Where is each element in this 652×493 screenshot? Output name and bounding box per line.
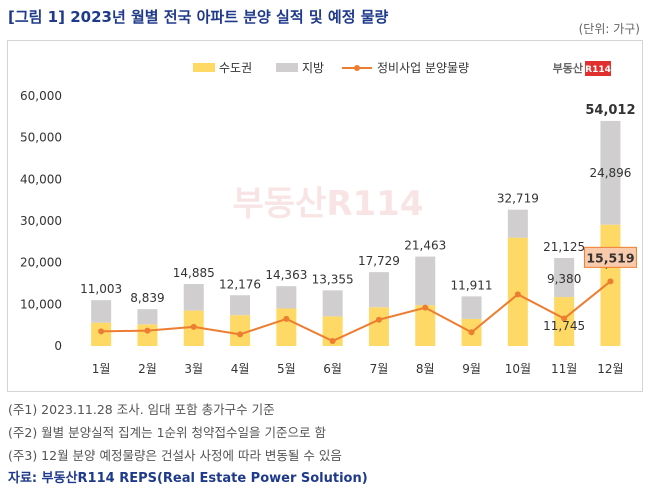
unit-label: (단위: 가구) xyxy=(578,22,640,36)
y-tick-label: 20,000 xyxy=(20,256,62,270)
bar-region xyxy=(368,272,389,308)
bar-capital xyxy=(368,307,389,346)
line-point xyxy=(190,323,197,330)
x-tick-label: 7월 xyxy=(370,362,389,376)
x-tick-label: 3월 xyxy=(184,362,203,376)
bar-region xyxy=(137,309,158,325)
bar-capital xyxy=(415,305,436,346)
legend: 수도권 지방 정비사업 분양물량 xyxy=(193,61,469,75)
x-axis-ticks: 1월 2월 3월 4월 5월 6월 7월 8월 9월 10월 11월 12월 xyxy=(92,362,624,376)
legend-swatch-marker xyxy=(354,65,360,71)
bar-region xyxy=(507,209,528,238)
total-label: 21,125 xyxy=(543,240,585,254)
logo-badge-text: R114 xyxy=(585,65,611,75)
x-tick-label: 6월 xyxy=(323,362,342,376)
line-point xyxy=(607,278,614,285)
label-dec-line: 15,519 xyxy=(586,250,634,265)
total-label: 14,885 xyxy=(173,266,215,280)
total-label: 32,719 xyxy=(497,192,539,206)
x-tick-label: 10월 xyxy=(505,362,531,376)
bar-region xyxy=(554,257,575,298)
total-label: 11,003 xyxy=(80,282,122,296)
chart-svg: 부동산R114 부동산 R114 수도권 지방 정비사업 분양물량 0 10,00… xyxy=(20,61,637,376)
label-dec-region: 24,896 xyxy=(589,166,631,180)
total-label: 8,839 xyxy=(130,291,164,305)
highlight-box xyxy=(583,246,637,268)
legend-label-line: 정비사업 분양물량 xyxy=(377,61,469,75)
x-tick-label: 11월 xyxy=(551,362,577,376)
logo-badge xyxy=(585,61,611,76)
bar-region xyxy=(461,296,482,319)
total-label: 14,363 xyxy=(265,268,307,282)
legend-label-region: 지방 xyxy=(302,61,324,75)
y-tick-label: 30,000 xyxy=(20,214,62,228)
line-point xyxy=(237,331,244,338)
label-nov-region: 9,380 xyxy=(547,272,581,286)
y-axis-ticks: 0 10,000 20,000 30,000 40,000 50,000 60,000 xyxy=(20,89,62,353)
bar-capital xyxy=(554,297,575,346)
x-tick-label: 9월 xyxy=(462,362,481,376)
watermark: 부동산R114 xyxy=(233,184,424,224)
bar-region xyxy=(230,295,251,316)
x-tick-label: 8월 xyxy=(416,362,435,376)
note-1: (주1) 2023.11.28 조사. 임대 포함 총가구수 기준 xyxy=(8,402,275,417)
line-point xyxy=(561,315,568,322)
x-tick-label: 5월 xyxy=(277,362,296,376)
y-tick-label: 0 xyxy=(54,339,62,353)
total-label: 21,463 xyxy=(404,239,446,253)
bar-region xyxy=(276,286,297,309)
line-point xyxy=(422,304,429,311)
line-point xyxy=(144,327,151,334)
bar-region xyxy=(600,120,621,225)
bar-capital xyxy=(230,315,251,346)
chart-area: 부동산R114 부동산 R114 수도권 지방 정비사업 분양물량 0 10,00… xyxy=(7,40,643,392)
bar-region xyxy=(415,256,436,306)
legend-label-capital: 수도권 xyxy=(219,61,252,75)
total-label: 12,176 xyxy=(219,277,261,291)
y-tick-label: 60,000 xyxy=(20,89,62,103)
line-point xyxy=(98,328,105,335)
bar-region xyxy=(91,300,112,323)
line-point xyxy=(514,291,521,298)
total-label: 17,729 xyxy=(358,254,400,268)
x-tick-label: 12월 xyxy=(597,362,623,376)
y-tick-label: 10,000 xyxy=(20,297,62,311)
note-2: (주2) 월별 분양실적 집계는 1순위 청약접수일을 기준으로 함 xyxy=(8,425,326,440)
label-nov-capital: 11,745 xyxy=(543,319,585,333)
note-3: (주3) 12월 분양 예정물량은 건설사 사정에 따라 변동될 수 있음 xyxy=(8,448,342,463)
legend-swatch-capital xyxy=(193,63,215,72)
watermark-text: 부동산R114 xyxy=(233,184,424,224)
source-note: 자료: 부동산R114 REPS(Real Estate Power Solut… xyxy=(8,471,368,486)
bars xyxy=(91,120,621,346)
total-label: 13,355 xyxy=(312,272,354,286)
x-tick-label: 1월 xyxy=(92,362,111,376)
bar-capital xyxy=(600,224,621,346)
bar-region xyxy=(183,283,204,311)
chart-title: [그림 1] 2023년 월별 전국 아파트 분양 실적 및 예정 물량 xyxy=(8,8,389,26)
line-point xyxy=(468,329,475,336)
legend-swatch-region xyxy=(276,63,298,72)
line-point xyxy=(329,338,336,344)
brand-logo: 부동산 R114 xyxy=(553,61,611,76)
line-point xyxy=(283,315,290,322)
bar-region xyxy=(322,290,343,317)
line-path xyxy=(101,280,612,343)
x-tick-label: 2월 xyxy=(138,362,157,376)
footnotes: (주1) 2023.11.28 조사. 임대 포함 총가구수 기준 (주2) 월… xyxy=(8,398,368,490)
total-label: 11,911 xyxy=(451,278,493,292)
y-tick-label: 40,000 xyxy=(20,172,62,186)
total-label: 54,012 xyxy=(585,103,635,118)
logo-text: 부동산 xyxy=(553,61,583,75)
bar-capital xyxy=(276,308,297,346)
total-labels: 11,003 8,839 14,885 12,176 14,363 13,355 17,72… xyxy=(80,103,635,305)
line-point xyxy=(375,316,382,323)
line-series xyxy=(98,278,614,344)
x-tick-label: 4월 xyxy=(231,362,250,376)
y-tick-label: 50,000 xyxy=(20,131,62,145)
